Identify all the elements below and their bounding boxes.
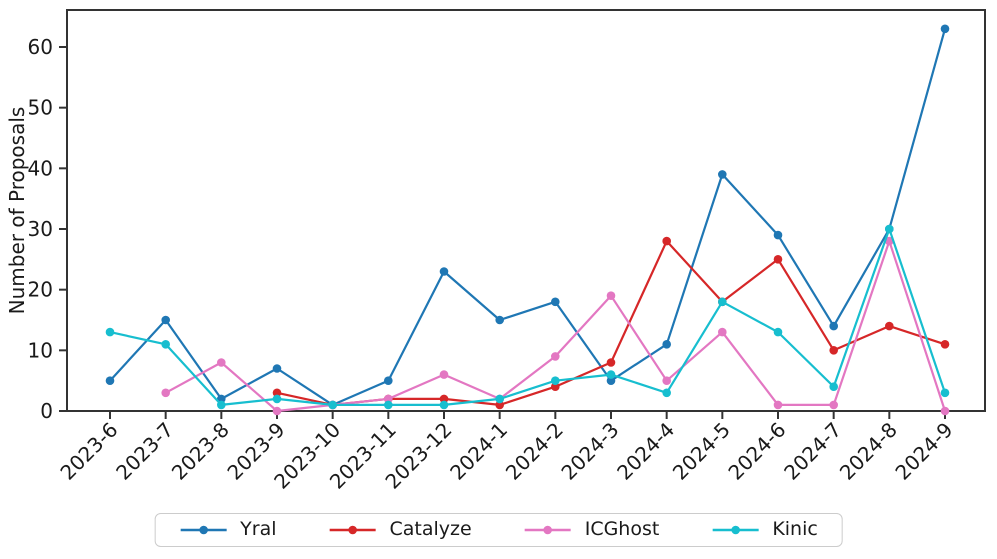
legend-marker-yral	[180, 525, 227, 534]
data-point-kinic	[328, 400, 338, 410]
x-tick-label: 2023-7	[111, 418, 178, 485]
x-tick-label: 2024-4	[612, 418, 679, 485]
data-point-catalyze	[940, 340, 950, 349]
data-point-kinic	[384, 400, 393, 410]
y-axis-title: Number of Proposals	[5, 107, 29, 315]
data-point-kinic	[606, 370, 616, 379]
series-line-yral	[109, 28, 947, 406]
data-point-kinic	[439, 400, 449, 410]
legend-label: Yral	[240, 518, 277, 540]
data-point-kinic	[940, 388, 950, 398]
data-point-icghost	[718, 327, 727, 337]
data-point-icghost	[272, 406, 282, 416]
legend-item-icghost: ICGhost	[524, 518, 660, 540]
data-point-icghost	[217, 358, 226, 367]
data-point-icghost	[773, 400, 783, 410]
data-point-icghost	[940, 406, 950, 416]
legend-label: Kinic	[772, 518, 818, 540]
data-point-yral	[551, 297, 560, 307]
y-tick-label: 0	[40, 399, 53, 423]
x-tick-label: 2023-6	[55, 418, 122, 485]
data-point-catalyze	[495, 400, 505, 410]
data-point-yral	[105, 376, 115, 386]
y-tick-label: 60	[28, 35, 53, 59]
data-point-icghost	[161, 388, 170, 398]
x-tick-label: 2024-6	[723, 418, 790, 485]
x-tick-label: 2023-8	[167, 418, 234, 485]
data-point-catalyze	[606, 358, 616, 367]
data-point-kinic	[105, 327, 115, 337]
data-point-yral	[161, 315, 170, 325]
legend-dot	[543, 525, 553, 534]
x-tick-label: 2024-8	[835, 418, 902, 485]
data-point-catalyze	[662, 236, 671, 246]
legend-dot	[731, 525, 740, 534]
x-tick-label: 2024-7	[779, 418, 846, 485]
y-tick-label: 30	[28, 217, 53, 241]
data-point-kinic	[161, 340, 170, 349]
legend-item-yral: Yral	[179, 518, 277, 540]
x-tick-label: 2024-5	[668, 418, 735, 485]
data-point-yral	[829, 321, 838, 331]
legend-dot	[198, 525, 208, 534]
data-point-catalyze	[829, 346, 838, 355]
y-tick-label: 50	[28, 96, 53, 120]
y-tick-label: 10	[28, 338, 53, 362]
data-point-kinic	[885, 224, 894, 234]
x-tick-label: 2024-3	[556, 418, 623, 485]
data-point-kinic	[495, 394, 505, 404]
legend-marker-kinic	[712, 525, 759, 534]
data-point-yral	[606, 376, 616, 386]
plot-border	[66, 9, 986, 412]
data-point-catalyze	[272, 388, 282, 398]
data-point-icghost	[606, 291, 616, 301]
x-tick-label: 2024-2	[501, 418, 568, 485]
data-point-icghost	[662, 376, 671, 386]
data-point-icghost	[384, 394, 393, 404]
data-point-kinic	[662, 388, 671, 398]
legend-label: ICGhost	[584, 518, 660, 540]
data-point-catalyze	[885, 321, 894, 331]
data-point-kinic	[272, 394, 282, 404]
data-point-yral	[272, 364, 282, 373]
data-point-icghost	[551, 352, 560, 361]
data-point-kinic	[829, 382, 838, 392]
data-point-icghost	[829, 400, 838, 410]
data-point-icghost	[885, 236, 894, 246]
x-tick-label: 2024-1	[445, 418, 512, 485]
data-point-yral	[662, 340, 671, 349]
data-point-yral	[495, 315, 505, 325]
data-point-catalyze	[439, 394, 449, 404]
legend-marker-icghost	[524, 525, 571, 534]
legend-label: Catalyze	[389, 518, 472, 540]
x-tick-label: 2024-9	[890, 418, 957, 485]
series-line-kinic	[109, 227, 947, 406]
legend-item-catalyze: Catalyze	[329, 520, 472, 539]
y-tick-label: 20	[28, 278, 53, 302]
data-point-yral	[940, 24, 950, 34]
legend-marker-catalyze	[329, 525, 376, 534]
data-point-yral	[384, 376, 393, 386]
data-point-kinic	[773, 327, 783, 337]
data-point-kinic	[217, 400, 226, 410]
data-point-yral	[718, 170, 727, 179]
y-tick-label: 40	[28, 156, 53, 180]
data-point-yral	[439, 267, 449, 276]
data-point-catalyze	[551, 382, 560, 392]
data-point-catalyze	[773, 254, 783, 264]
chart-legend: Yral Catalyze ICGhost Kinic	[154, 513, 843, 547]
data-point-kinic	[551, 376, 560, 386]
data-point-kinic	[718, 297, 727, 307]
data-point-icghost	[439, 370, 449, 379]
legend-dot	[348, 525, 357, 534]
legend-item-kinic: Kinic	[711, 520, 818, 539]
data-point-yral	[773, 230, 783, 240]
